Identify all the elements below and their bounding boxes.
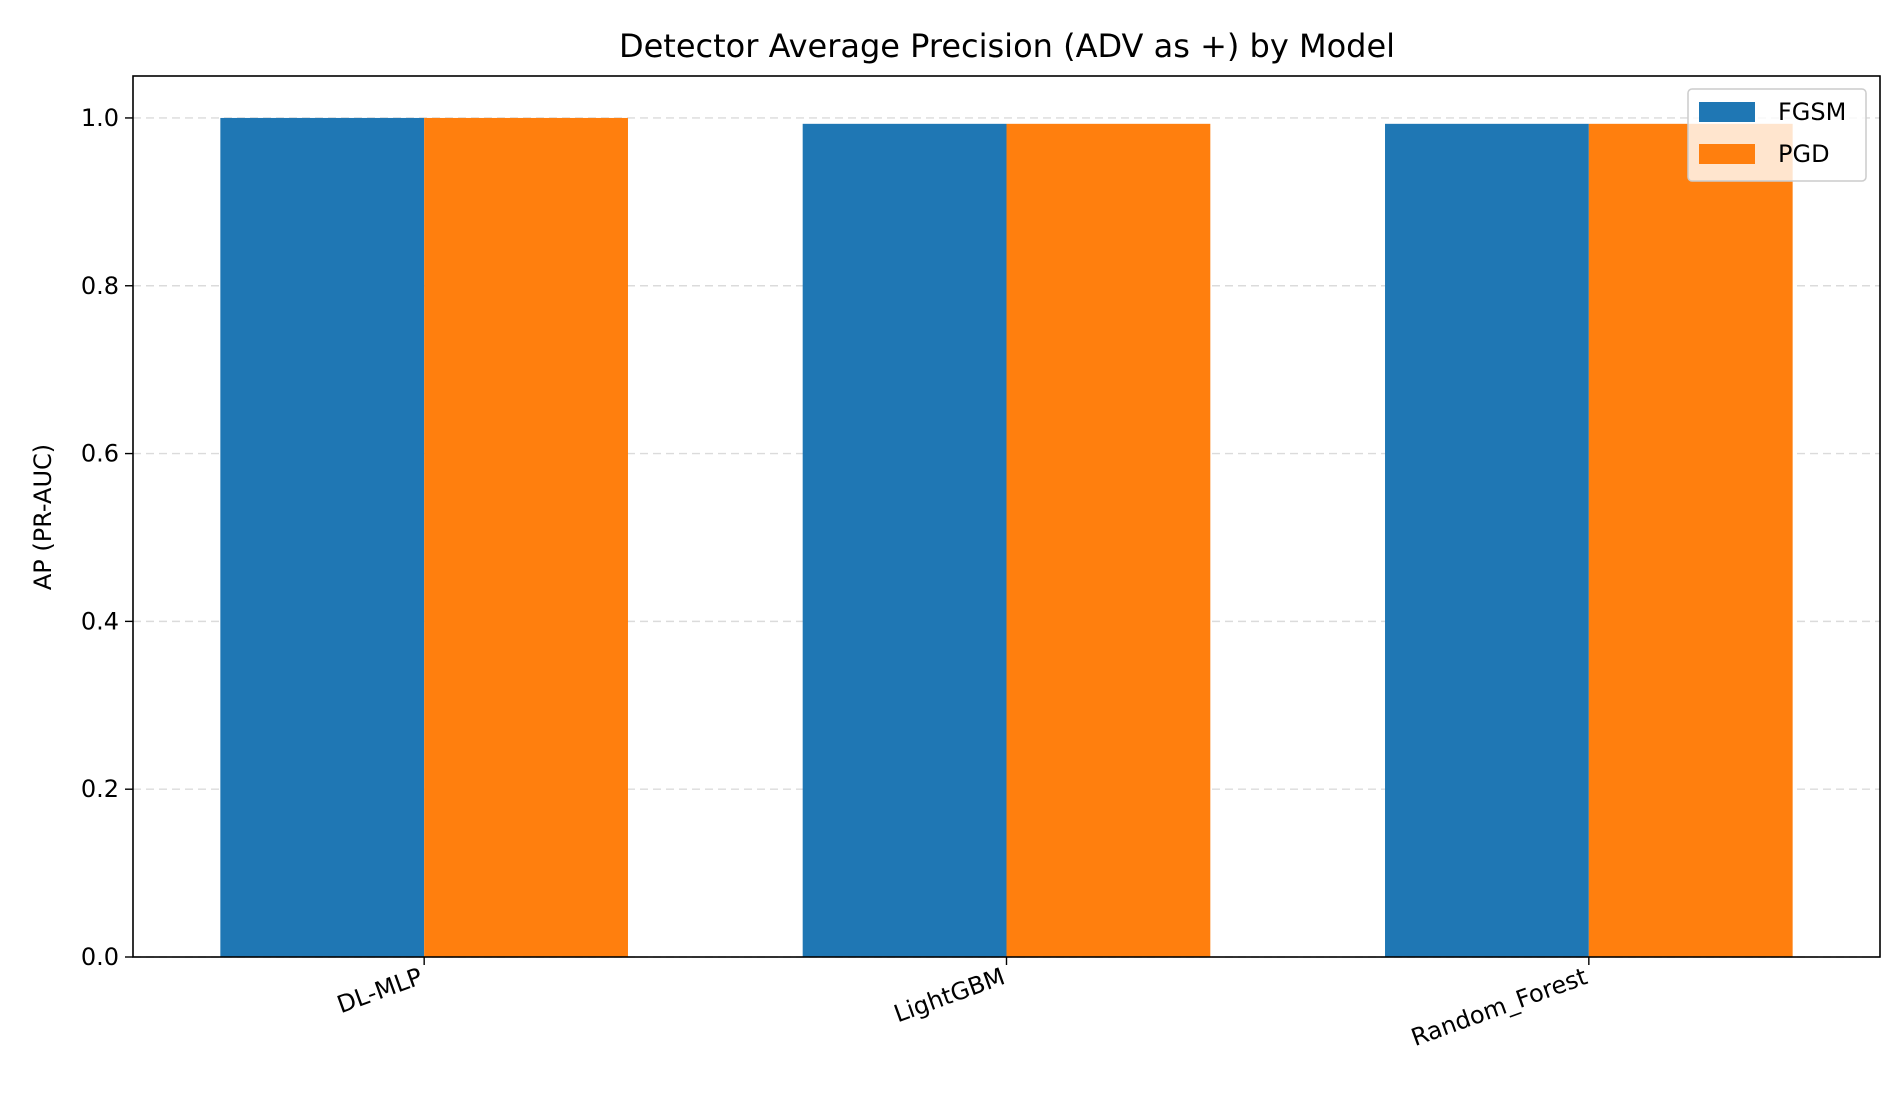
chart-title: Detector Average Precision (ADV as +) by… xyxy=(619,27,1395,65)
y-tick-label: 0.6 xyxy=(81,440,119,468)
x-tick-label: LightGBM xyxy=(890,962,1008,1028)
y-axis-label: AP (PR-AUC) xyxy=(29,444,57,590)
bars xyxy=(220,117,1793,958)
legend-swatch-fgsm xyxy=(1699,102,1755,122)
bar-fgsm-dl-mlp xyxy=(220,117,425,957)
legend-label-pgd: PGD xyxy=(1778,140,1830,168)
x-tick-label: DL-MLP xyxy=(333,962,426,1019)
bar-fgsm-lightgbm xyxy=(802,123,1007,958)
bar-fgsm-random_forest xyxy=(1385,123,1589,958)
y-tick-label: 0.0 xyxy=(81,943,119,971)
y-axis-ticks: 0.0 0.2 0.4 0.6 0.8 1.0 xyxy=(81,104,133,971)
legend: FGSM PGD xyxy=(1687,88,1867,182)
x-axis-ticks: DL-MLP LightGBM Random_Forest xyxy=(333,957,1591,1052)
legend-label-fgsm: FGSM xyxy=(1778,98,1846,126)
x-tick-label: Random_Forest xyxy=(1407,962,1590,1052)
y-tick-label: 0.4 xyxy=(81,607,119,635)
y-tick-label: 1.0 xyxy=(81,104,119,132)
bar-pgd-lightgbm xyxy=(1006,123,1211,958)
y-tick-label: 0.2 xyxy=(81,775,119,803)
legend-swatch-pgd xyxy=(1699,144,1755,164)
bar-pgd-dl-mlp xyxy=(424,117,628,957)
y-tick-label: 0.8 xyxy=(81,272,119,300)
bar-pgd-random_forest xyxy=(1588,123,1793,958)
